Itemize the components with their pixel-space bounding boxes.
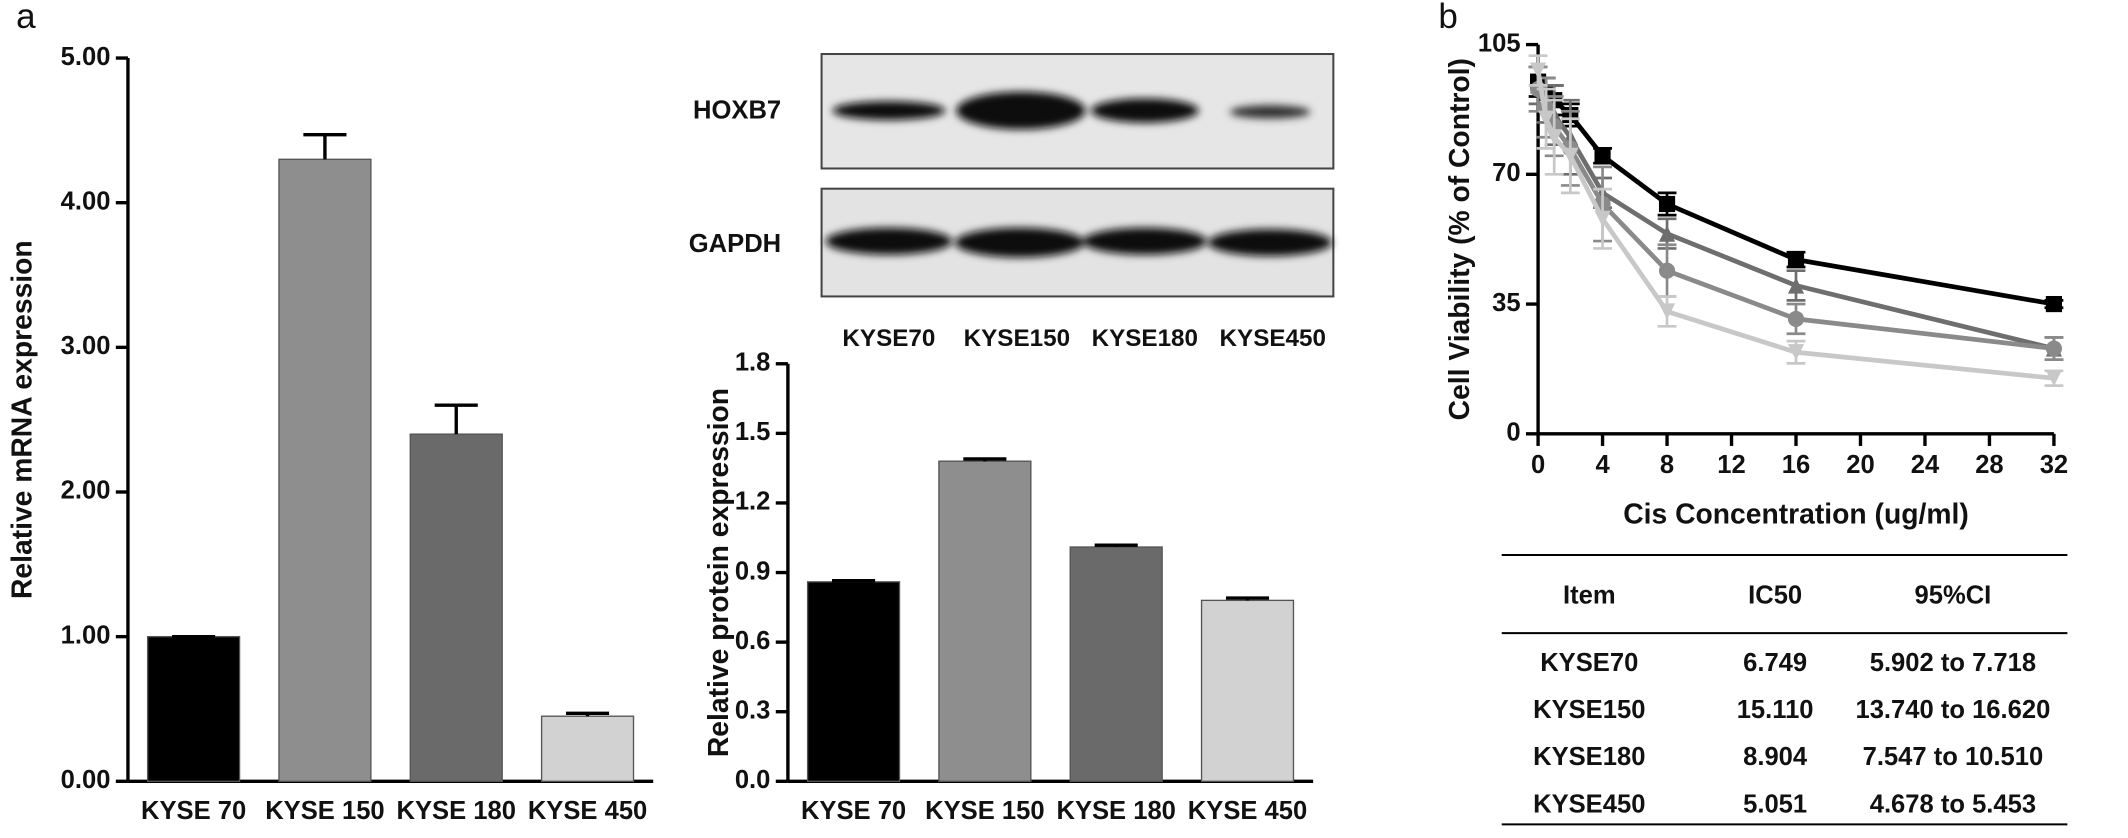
panel-label: b [1438, 0, 1457, 36]
table-header: Item [1563, 582, 1616, 610]
x-tick-label: 16 [1782, 451, 1810, 479]
table-cell: 15.110 [1737, 696, 1814, 724]
x-tick-label: 12 [1717, 451, 1745, 479]
y-tick-label: 105 [1478, 29, 1521, 57]
x-tick-label: KYSE 450 [528, 797, 647, 825]
bar [409, 433, 503, 782]
error-bar [963, 457, 1007, 462]
bar [806, 581, 901, 782]
x-tick-label: 8 [1660, 451, 1674, 479]
table-header: 95%CI [1915, 582, 1992, 610]
y-tick-label: 1.5 [735, 418, 771, 446]
bar [540, 715, 635, 782]
marker [1787, 277, 1805, 294]
x-tick-label: 20 [1846, 451, 1874, 479]
y-tick-label: 0.0 [735, 766, 771, 794]
marker [1546, 129, 1563, 146]
lane-label: KYSE150 [964, 325, 1070, 352]
table-cell: 6.749 [1743, 649, 1807, 677]
marker [2045, 340, 2063, 357]
table-cell: KYSE150 [1533, 696, 1645, 724]
x-tick-label: KYSE 70 [141, 797, 246, 825]
table-cell: KYSE180 [1533, 743, 1645, 771]
x-tick-label: KYSE 150 [925, 797, 1044, 825]
blot-row-label: HOXB7 [693, 97, 781, 125]
panel-label: a [16, 0, 36, 36]
error-bar [434, 403, 478, 435]
blot-row-label: GAPDH [689, 230, 781, 258]
y-tick-label: 1.8 [735, 349, 771, 377]
y-tick-label: 4.00 [61, 187, 111, 215]
table-header: IC50 [1748, 582, 1802, 610]
marker [2045, 295, 2063, 313]
bar [278, 158, 372, 782]
x-tick-label: 0 [1531, 451, 1545, 479]
table-cell: 4.678 to 5.453 [1870, 790, 2036, 818]
x-tick-label: 32 [2040, 451, 2068, 479]
error-bar [832, 578, 876, 583]
x-tick-label: KYSE 70 [801, 797, 906, 825]
marker [2045, 370, 2063, 387]
error-bar [1094, 543, 1138, 548]
lane-label: KYSE70 [842, 325, 935, 352]
table-cell: 5.902 to 7.718 [1870, 649, 2036, 677]
error-bar [303, 133, 347, 160]
x-tick-label: 4 [1595, 451, 1610, 479]
x-axis-label: Cis Concentration (ug/ml) [1623, 497, 1968, 529]
marker [1538, 110, 1555, 127]
error-bar [1225, 596, 1270, 601]
y-tick-label: 0 [1506, 419, 1520, 447]
x-tick-label: 24 [1911, 451, 1940, 479]
y-tick-label: 0.6 [735, 627, 771, 655]
marker [1562, 147, 1579, 164]
table-cell: KYSE70 [1540, 649, 1638, 677]
table-cell: KYSE450 [1533, 790, 1645, 818]
lane-label: KYSE180 [1092, 325, 1198, 352]
y-tick-label: 1.00 [61, 621, 111, 649]
y-tick-label: 0.9 [735, 557, 771, 585]
marker [1658, 195, 1676, 213]
x-tick-label: KYSE 150 [265, 797, 384, 825]
y-tick-label: 0.00 [61, 766, 111, 794]
marker [1787, 310, 1805, 327]
bar [938, 460, 1032, 782]
table-cell: 13.740 to 16.620 [1855, 696, 2050, 724]
marker [1787, 344, 1805, 361]
marker [1594, 210, 1611, 227]
y-tick-label: 70 [1492, 159, 1520, 187]
marker [1594, 147, 1611, 164]
marker [1530, 62, 1547, 79]
x-tick-label: KYSE 450 [1188, 797, 1307, 825]
bar [146, 635, 241, 782]
table-cell: 5.051 [1743, 790, 1807, 818]
y-axis-label: Relative mRNA expression [6, 240, 38, 599]
x-tick-label: 28 [1975, 451, 2003, 479]
y-axis-label: Cell Viability (% of Control) [1443, 58, 1475, 420]
lane-label: KYSE450 [1220, 325, 1326, 352]
table-cell: 8.904 [1743, 743, 1808, 771]
marker [1658, 303, 1676, 320]
bar [1069, 546, 1163, 782]
error-bar [566, 711, 610, 717]
y-tick-label: 5.00 [61, 43, 111, 71]
x-tick-label: KYSE 180 [397, 797, 516, 825]
table-cell: 7.547 to 10.510 [1863, 743, 2044, 771]
x-tick-label: KYSE 180 [1056, 797, 1175, 825]
marker [1658, 262, 1676, 279]
y-tick-label: 2.00 [61, 477, 111, 505]
y-tick-label: 35 [1492, 289, 1520, 317]
bar [1200, 599, 1295, 782]
marker [1658, 225, 1676, 242]
y-axis-label: Relative protein expression [702, 388, 734, 757]
marker [1787, 251, 1805, 268]
y-tick-label: 3.00 [61, 332, 111, 360]
y-tick-label: 1.2 [735, 488, 771, 516]
y-tick-label: 0.3 [735, 696, 771, 724]
western-blot [820, 52, 1335, 298]
